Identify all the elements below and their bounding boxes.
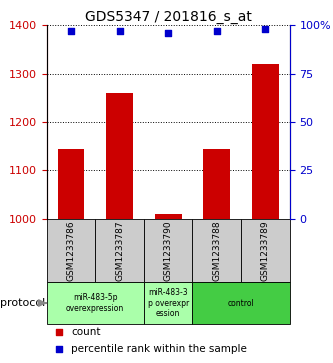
Bar	[47, 282, 144, 324]
Bar	[203, 148, 230, 219]
Text: protocol: protocol	[0, 298, 46, 308]
Bar	[58, 148, 84, 219]
Bar	[155, 214, 181, 219]
Text: GSM1233787: GSM1233787	[115, 220, 124, 281]
Point	[263, 26, 268, 32]
Point	[68, 28, 74, 34]
Text: miR-483-3
p overexpr
ession: miR-483-3 p overexpr ession	[148, 288, 189, 318]
Text: GSM1233786: GSM1233786	[66, 220, 76, 281]
Point	[214, 28, 219, 34]
Bar	[192, 282, 290, 324]
Text: percentile rank within the sample: percentile rank within the sample	[71, 344, 247, 354]
Point	[56, 329, 62, 335]
Point	[56, 347, 62, 352]
Bar	[144, 282, 192, 324]
Bar	[106, 93, 133, 219]
Text: GSM1233788: GSM1233788	[212, 220, 221, 281]
Bar	[192, 219, 241, 282]
Bar	[252, 64, 279, 219]
Text: miR-483-5p
overexpression: miR-483-5p overexpression	[66, 293, 124, 313]
Bar	[47, 219, 95, 282]
Text: count: count	[71, 327, 101, 337]
Bar	[95, 219, 144, 282]
Title: GDS5347 / 201816_s_at: GDS5347 / 201816_s_at	[85, 11, 252, 24]
Text: GSM1233790: GSM1233790	[164, 220, 173, 281]
Bar	[241, 219, 290, 282]
Text: GSM1233789: GSM1233789	[261, 220, 270, 281]
Point	[166, 30, 171, 36]
Text: control: control	[228, 298, 254, 307]
Bar	[144, 219, 192, 282]
Point	[117, 28, 122, 34]
